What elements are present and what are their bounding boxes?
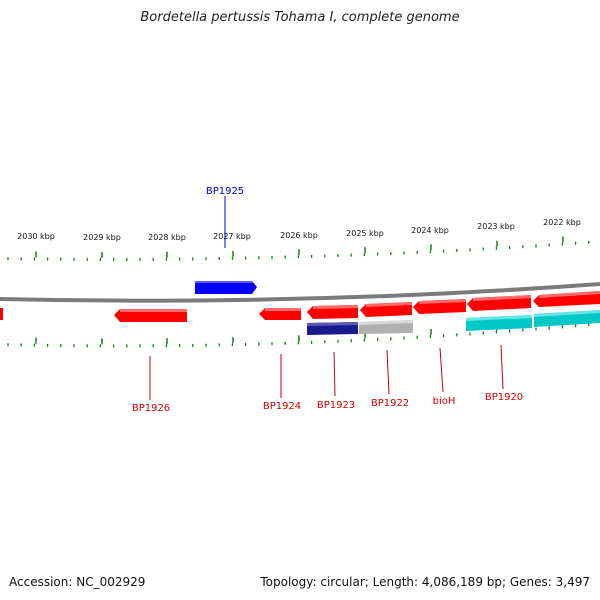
gene-edge-left[interactable]: [0, 308, 3, 320]
gene-bp1922[interactable]: [360, 302, 412, 317]
gene-label-bp1922: BP1922: [371, 398, 409, 409]
feature-cyan-1[interactable]: [466, 315, 532, 331]
gene-bp1924[interactable]: [259, 308, 301, 320]
gene-label-bp1923: BP1923: [317, 400, 355, 411]
gene-bp1925[interactable]: [195, 281, 257, 294]
kbp-label: 2024 kbp: [411, 226, 449, 235]
kbp-labels: 2030 kbp 2029 kbp 2028 kbp 2027 kbp 2026…: [17, 218, 581, 242]
gene-label-bp1926: BP1926: [132, 403, 170, 414]
map-title: Bordetella pertussis Tohama I, complete …: [140, 10, 460, 25]
gene-label-bp1920: BP1920: [485, 392, 523, 403]
kbp-label: 2028 kbp: [148, 233, 186, 242]
kbp-label: 2026 kbp: [280, 231, 318, 240]
gene-label-bp1924: BP1924: [263, 401, 301, 412]
kbp-label: 2023 kbp: [477, 222, 515, 231]
feature-navy[interactable]: [307, 322, 358, 335]
feature-cyan-2[interactable]: [534, 310, 600, 327]
lower-features: [307, 310, 600, 335]
feature-grey[interactable]: [359, 320, 413, 334]
reverse-label-lines: [149, 344, 504, 400]
kbp-label: 2027 kbp: [213, 232, 251, 241]
gene-bioh[interactable]: [413, 299, 466, 314]
gene-bp1923[interactable]: [307, 305, 358, 319]
summary-text: Topology: circular; Length: 4,086,189 bp…: [260, 575, 590, 589]
accession-text: Accession: NC_002929: [9, 575, 146, 589]
upper-tick-ruler: [7, 236, 590, 261]
kbp-label: 2025 kbp: [346, 229, 384, 238]
kbp-label: 2030 kbp: [17, 232, 55, 241]
kbp-label: 2029 kbp: [83, 233, 121, 242]
kbp-label: 2022 kbp: [543, 218, 581, 227]
reverse-genes: [0, 291, 600, 322]
gene-edge-right[interactable]: [533, 291, 600, 307]
gene-label-bioh: bioH: [433, 396, 456, 407]
gene-bp1926[interactable]: [114, 309, 187, 322]
gene-bp1920[interactable]: [467, 295, 531, 311]
gene-label-bp1925: BP1925: [206, 186, 244, 197]
genome-backbone: [0, 282, 600, 303]
